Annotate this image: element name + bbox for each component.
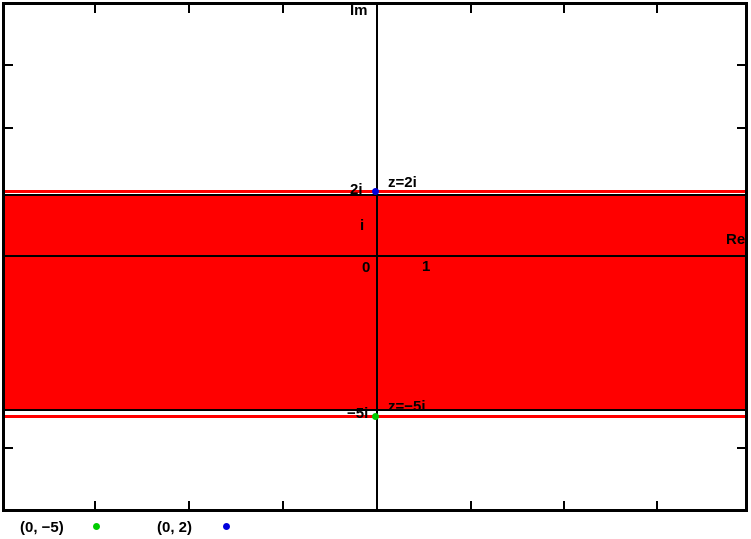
annotation-z-equals-2i: z=2i: [388, 174, 417, 191]
axis-tick: [188, 5, 190, 13]
legend: (0, −5) (0, 2): [0, 515, 751, 539]
tick-label-i: i: [360, 217, 365, 234]
axis-tick: [470, 5, 472, 13]
tick-label-minus5i: −5i: [347, 405, 369, 422]
legend-label-0-minus5: (0, −5): [20, 519, 64, 536]
imaginary-axis-line: [376, 5, 378, 509]
axis-tick: [737, 127, 745, 129]
re-axis-label: Re: [726, 231, 746, 248]
axis-tick: [656, 5, 658, 13]
im-axis-label: Im: [350, 2, 368, 19]
axis-tick: [737, 447, 745, 449]
legend-marker-blue-icon: [223, 523, 230, 530]
axis-tick: [282, 5, 284, 13]
plot-frame: [2, 2, 748, 512]
point-marker-0-minus5i: [372, 413, 379, 420]
axis-tick: [737, 64, 745, 66]
axis-tick: [5, 447, 13, 449]
tick-label-0: 0: [362, 259, 371, 276]
legend-label-0-2: (0, 2): [157, 519, 193, 536]
tick-label-2i: 2i: [350, 181, 363, 198]
axis-tick: [563, 5, 565, 13]
axis-tick: [188, 501, 190, 509]
axis-tick: [563, 501, 565, 509]
tick-label-1: 1: [422, 258, 431, 275]
shaded-region-band: [5, 194, 745, 411]
axis-tick: [94, 501, 96, 509]
annotation-z-equals-minus5i: z=−5i: [388, 398, 426, 415]
axis-tick: [282, 501, 284, 509]
axis-tick: [470, 501, 472, 509]
point-marker-0-2i: [372, 188, 379, 195]
axis-tick: [94, 5, 96, 13]
axis-tick: [5, 127, 13, 129]
real-axis-line: [5, 255, 745, 257]
legend-marker-green-icon: [93, 523, 100, 530]
axis-tick: [5, 64, 13, 66]
axis-tick: [656, 501, 658, 509]
